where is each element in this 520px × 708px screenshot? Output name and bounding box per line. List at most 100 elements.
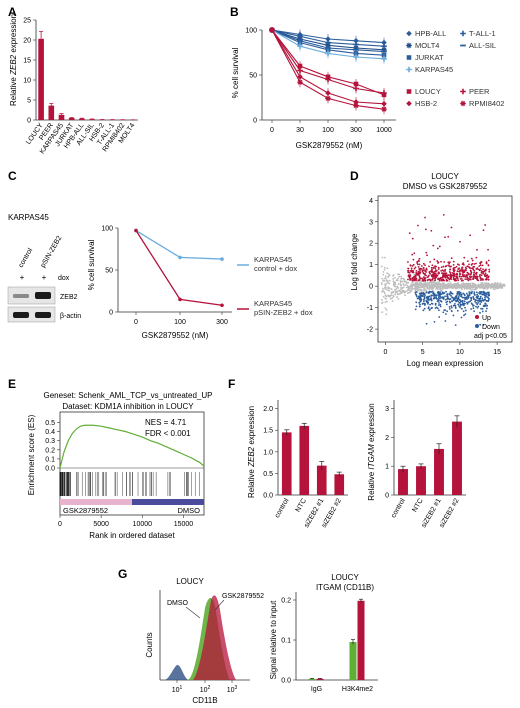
d-point-ns (461, 288, 463, 291)
d-point-up (436, 278, 439, 280)
d-point-ns (464, 283, 467, 286)
d-point-ns (389, 297, 392, 300)
d-point-down (417, 297, 419, 300)
d-point-ns (381, 298, 383, 301)
d-point-up (468, 266, 471, 269)
d-point-down (482, 291, 485, 294)
d-point-ns (381, 256, 384, 259)
d-point-ns (474, 286, 477, 289)
b-point (269, 27, 275, 33)
d-point-down (478, 298, 481, 301)
d-point-down (446, 295, 449, 298)
d-point-ns (433, 281, 436, 284)
d-point-down (474, 298, 477, 301)
d-point-ns (382, 295, 385, 298)
d-point-down (458, 298, 460, 301)
d-point-up (475, 256, 478, 259)
d-point-ns (397, 283, 400, 285)
d-point-up (480, 278, 483, 281)
d-point-up (413, 279, 416, 282)
b-legend-label: ALL-SIL (469, 41, 496, 50)
d-point-down (421, 292, 424, 295)
d-point-up (429, 260, 432, 263)
panel-e-dataset: Dataset: KDM1A inhibition in LOUCY (62, 402, 194, 411)
blot-actin-label: β-actin (60, 313, 81, 320)
d-point-down (477, 300, 479, 302)
d-point-down (478, 292, 480, 294)
d-point-ns (481, 282, 484, 284)
d-point-down (474, 300, 476, 303)
a-bar (58, 114, 65, 120)
d-point-up (459, 269, 462, 272)
d-point-ns (421, 283, 424, 286)
d-point-up (422, 278, 424, 281)
panel-b-xticks: 0 30 100 300 1000 (270, 120, 392, 134)
f-left-ytick-label: 2.0 (263, 406, 273, 413)
c-xtick-label: 300 (216, 319, 228, 326)
d-point-ns (483, 286, 486, 289)
d-point-ns (410, 287, 413, 290)
d-point-up (424, 216, 426, 219)
b-legend-label: LOUCY (415, 87, 441, 96)
d-point-ns (399, 281, 402, 284)
d-point-up (464, 268, 467, 271)
panel-e-geneset: Geneset: Schenk_AML_TCP_vs_untreated_UP (44, 391, 213, 400)
d-point-down (432, 294, 434, 297)
d-point-up (424, 274, 427, 276)
d-point-down (422, 302, 425, 305)
d-point-ns (397, 287, 400, 289)
d-point-ns (485, 284, 488, 287)
panel-c: C KARPAS45 control pSIN-ZEB2 + + dox ZEB… (7, 169, 313, 340)
d-point-ns (488, 284, 491, 287)
d-point-down (418, 298, 421, 301)
d-point-ns (475, 285, 478, 288)
d-point-ns (480, 283, 483, 286)
d-point-down (444, 298, 447, 301)
d-point-down (465, 292, 468, 295)
d-point-up (448, 261, 451, 264)
g-bar (316, 678, 324, 680)
d-point-up (448, 262, 451, 265)
d-point-down (480, 299, 483, 302)
d-point-up (446, 279, 449, 282)
d-point-ns (420, 280, 422, 283)
d-point-ns (423, 289, 425, 292)
d-point-ns (394, 293, 397, 296)
d-point-up (432, 275, 434, 278)
panel-f-left-yticks: 0.0 0.5 1.0 1.5 2.0 (263, 406, 278, 500)
d-point-down (438, 293, 441, 296)
a-ytick-label: 20 (23, 38, 31, 45)
d-point-down (475, 295, 478, 298)
d-point-down (430, 299, 433, 302)
d-point-up (419, 271, 422, 274)
d-point-up (470, 275, 473, 278)
d-point-down (418, 305, 421, 308)
c-point (134, 228, 138, 233)
d-point-up (417, 265, 420, 268)
b-legend-label: PEER (469, 87, 490, 96)
d-point-ns (430, 281, 433, 284)
d-point-up (456, 263, 459, 266)
d-point-up (409, 278, 412, 281)
d-point-up (422, 272, 425, 274)
d-point-down (479, 292, 482, 295)
d-point-down (472, 307, 475, 310)
d-point-up (456, 270, 459, 273)
f-left-ytick-label: 1.5 (263, 428, 273, 435)
d-point-up (432, 266, 435, 269)
d-point-down (485, 299, 488, 302)
d-point-up (487, 276, 490, 279)
d-point-ns (386, 267, 389, 270)
panel-d-ylabel: Log fold change (350, 233, 359, 290)
a-bar (68, 118, 75, 120)
d-point-up (429, 270, 432, 273)
d-point-down (442, 298, 445, 300)
b-point (325, 95, 331, 102)
d-point-up (435, 270, 437, 273)
d-point-up (443, 261, 446, 263)
panel-e-frame (59, 411, 205, 516)
d-point-down (475, 291, 478, 294)
d-point-up (472, 273, 475, 276)
d-point-down (481, 293, 484, 296)
d-point-up (432, 244, 435, 247)
